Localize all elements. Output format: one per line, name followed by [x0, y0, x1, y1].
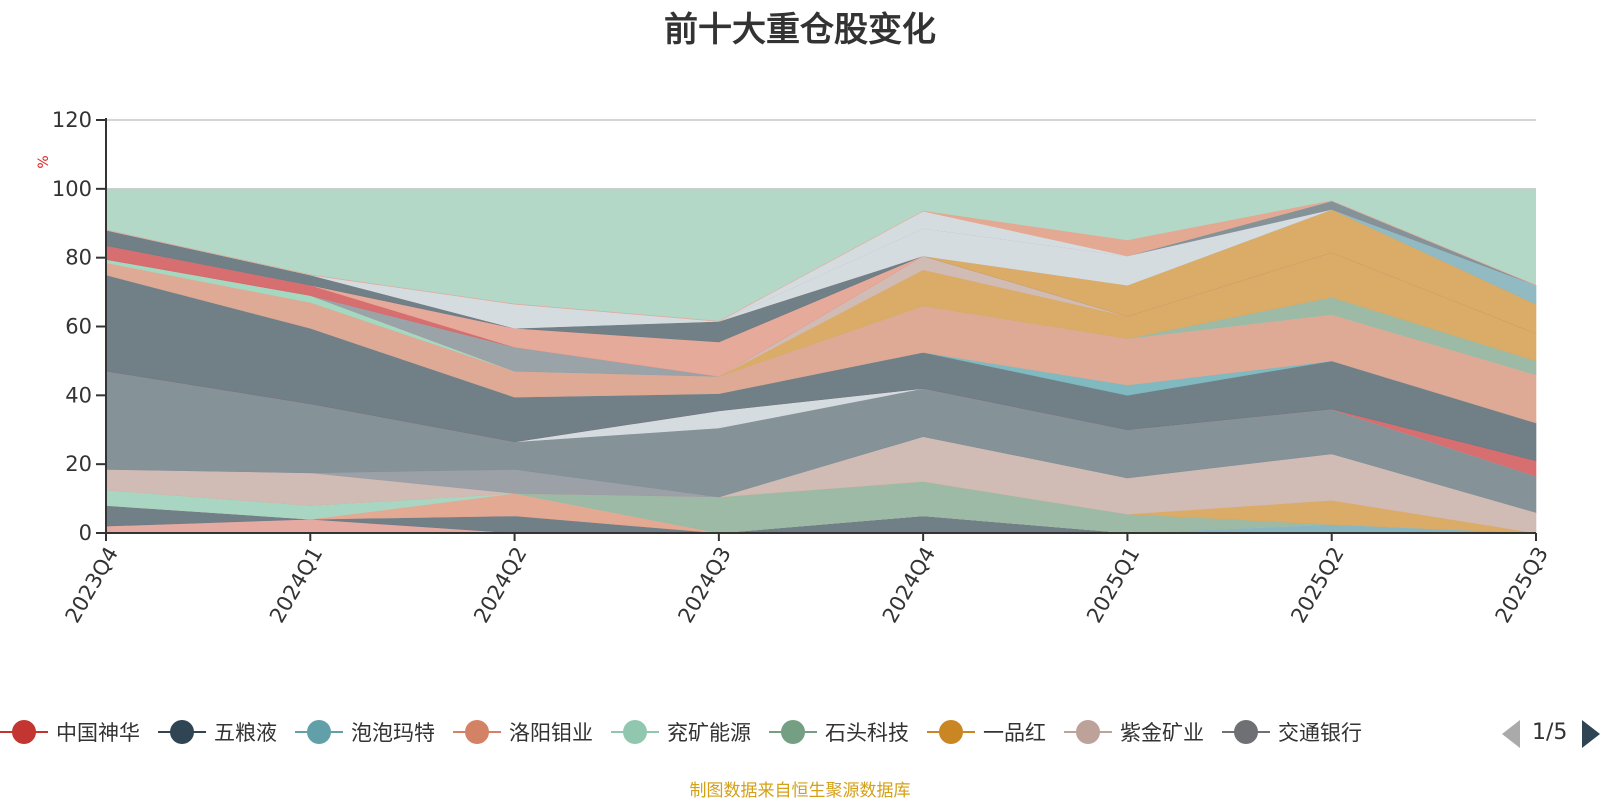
legend-label: 五粮液 [214, 721, 277, 745]
legend-label: 一品红 [983, 721, 1046, 745]
x-tick-label: 2024Q1 [265, 543, 327, 627]
y-axis-unit-label: % [36, 155, 52, 168]
y-tick-label: 100 [52, 177, 92, 201]
y-tick-label: 80 [65, 246, 92, 270]
legend-item[interactable]: 石头科技 [769, 717, 909, 747]
legend-pager: 1/5 [1500, 716, 1600, 752]
y-tick-label: 40 [65, 383, 92, 407]
source-note: 制图数据来自恒生聚源数据库 [689, 781, 911, 801]
y-tick-label: 20 [65, 452, 92, 476]
area-series-28 [105, 200, 1537, 322]
x-tick-label: 2025Q3 [1491, 543, 1553, 627]
y-tick-label: 0 [79, 521, 92, 545]
y-tick-label: 120 [52, 108, 92, 132]
legend-marker-icon [1064, 720, 1112, 744]
legend-label: 洛阳钼业 [509, 721, 593, 745]
x-tick-label: 2023Q4 [61, 543, 123, 627]
y-tick-label: 60 [65, 315, 92, 339]
legend-item[interactable]: 泡泡玛特 [295, 717, 435, 747]
legend-item[interactable]: 五粮液 [158, 717, 277, 747]
legend-marker-icon [295, 720, 343, 744]
x-tick-label: 2024Q3 [673, 543, 735, 627]
legend-marker-icon [1222, 720, 1270, 744]
legend-item[interactable]: 兖矿能源 [611, 717, 751, 747]
legend-label: 兖矿能源 [667, 721, 751, 745]
legend-item[interactable]: 紫金矿业 [1064, 717, 1204, 747]
legend-item[interactable]: 洛阳钼业 [453, 717, 593, 747]
legend-label: 中国神华 [56, 721, 140, 745]
legend-item[interactable]: 一品红 [927, 717, 1046, 747]
legend-item[interactable]: 交通银行 [1222, 717, 1362, 747]
legend-marker-icon [611, 720, 659, 744]
legend-marker-icon [453, 720, 501, 744]
x-tick-label: 2025Q1 [1082, 543, 1144, 627]
legend-label: 交通银行 [1278, 721, 1362, 745]
legend-label: 紫金矿业 [1120, 721, 1204, 745]
legend-marker-icon [769, 720, 817, 744]
legend: 中国神华 五粮液 泡泡玛特 洛阳钼业 兖矿能源 石头科技 一品红 紫金矿业 交通银行 [0, 712, 1480, 752]
legend-marker-icon [0, 720, 48, 744]
x-tick-label: 2024Q2 [469, 543, 531, 627]
x-tick-label: 2024Q4 [878, 543, 940, 627]
chart-title: 前十大重仓股变化 [664, 10, 936, 50]
legend-label: 石头科技 [825, 721, 909, 745]
legend-marker-icon [927, 720, 975, 744]
legend-label: 泡泡玛特 [351, 721, 435, 745]
legend-marker-icon [158, 720, 206, 744]
area-layer [105, 188, 1537, 534]
legend-item[interactable]: 中国神华 [0, 717, 140, 747]
legend-prev-page-button[interactable] [1502, 720, 1520, 748]
x-tick-label: 2025Q2 [1286, 543, 1348, 627]
legend-page-indicator: 1/5 [1532, 720, 1568, 745]
legend-next-page-button[interactable] [1582, 720, 1600, 748]
